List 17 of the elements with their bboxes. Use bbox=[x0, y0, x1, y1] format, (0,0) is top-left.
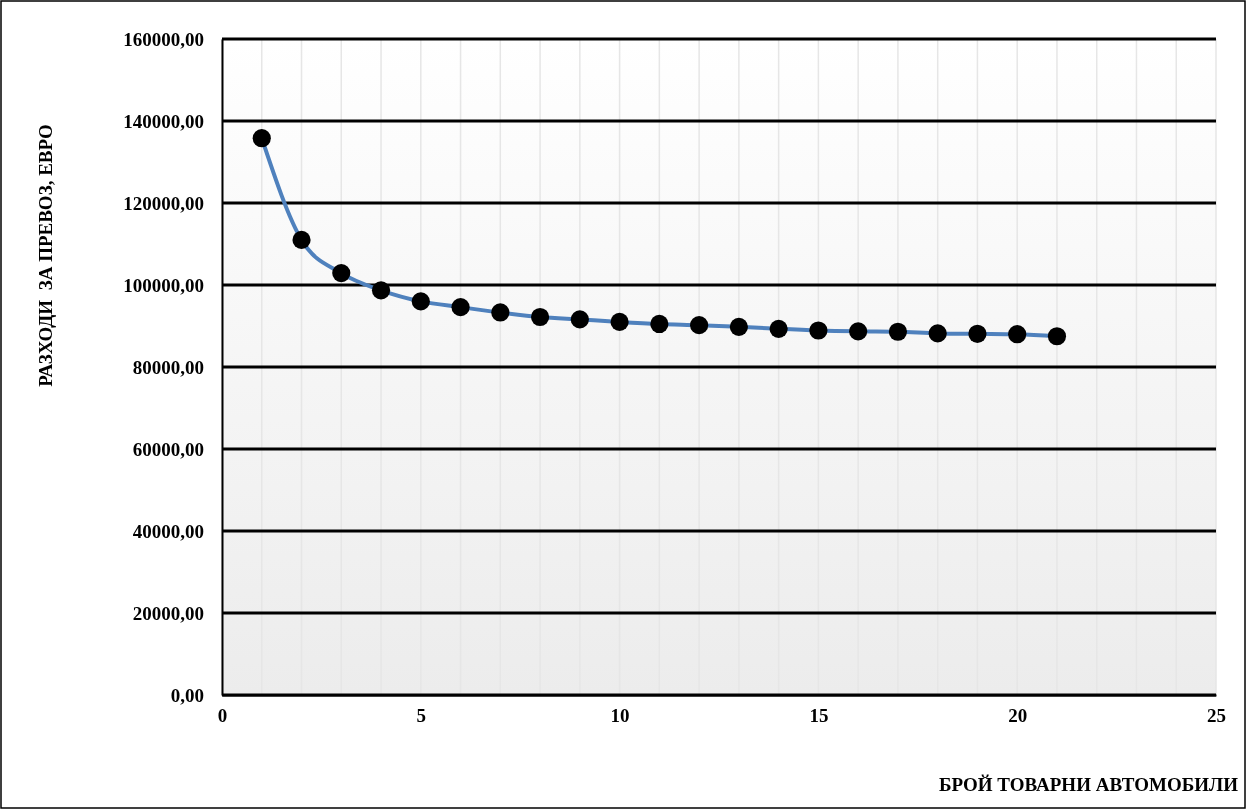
x-tick-label: 10 bbox=[610, 705, 630, 727]
y-tick-label: 20000,00 bbox=[132, 602, 204, 624]
y-axis-title: РАЗХОДИ ЗА ПРЕВОЗ, ЕВРО bbox=[35, 124, 56, 387]
x-tick-label: 25 bbox=[1207, 705, 1226, 727]
y-tick-label: 40000,00 bbox=[132, 520, 204, 542]
x-tick-label: 20 bbox=[1008, 705, 1028, 727]
x-axis-title: БРОЙ ТОВАРНИ АВТОМОБИЛИ bbox=[938, 774, 1239, 795]
x-tick-label: 15 bbox=[809, 705, 829, 727]
y-tick-label: 0,00 bbox=[170, 684, 204, 706]
y-tick-label: 80000,00 bbox=[132, 356, 204, 378]
y-tick-label: 120000,00 bbox=[123, 192, 204, 214]
x-tick-label: 5 bbox=[416, 705, 427, 727]
y-tick-label: 100000,00 bbox=[123, 274, 204, 296]
y-tick-label: 160000,00 bbox=[123, 28, 204, 50]
y-tick-label: 60000,00 bbox=[132, 438, 204, 460]
y-tick-label: 140000,00 bbox=[123, 110, 204, 132]
x-tick-label: 0 bbox=[217, 705, 228, 727]
